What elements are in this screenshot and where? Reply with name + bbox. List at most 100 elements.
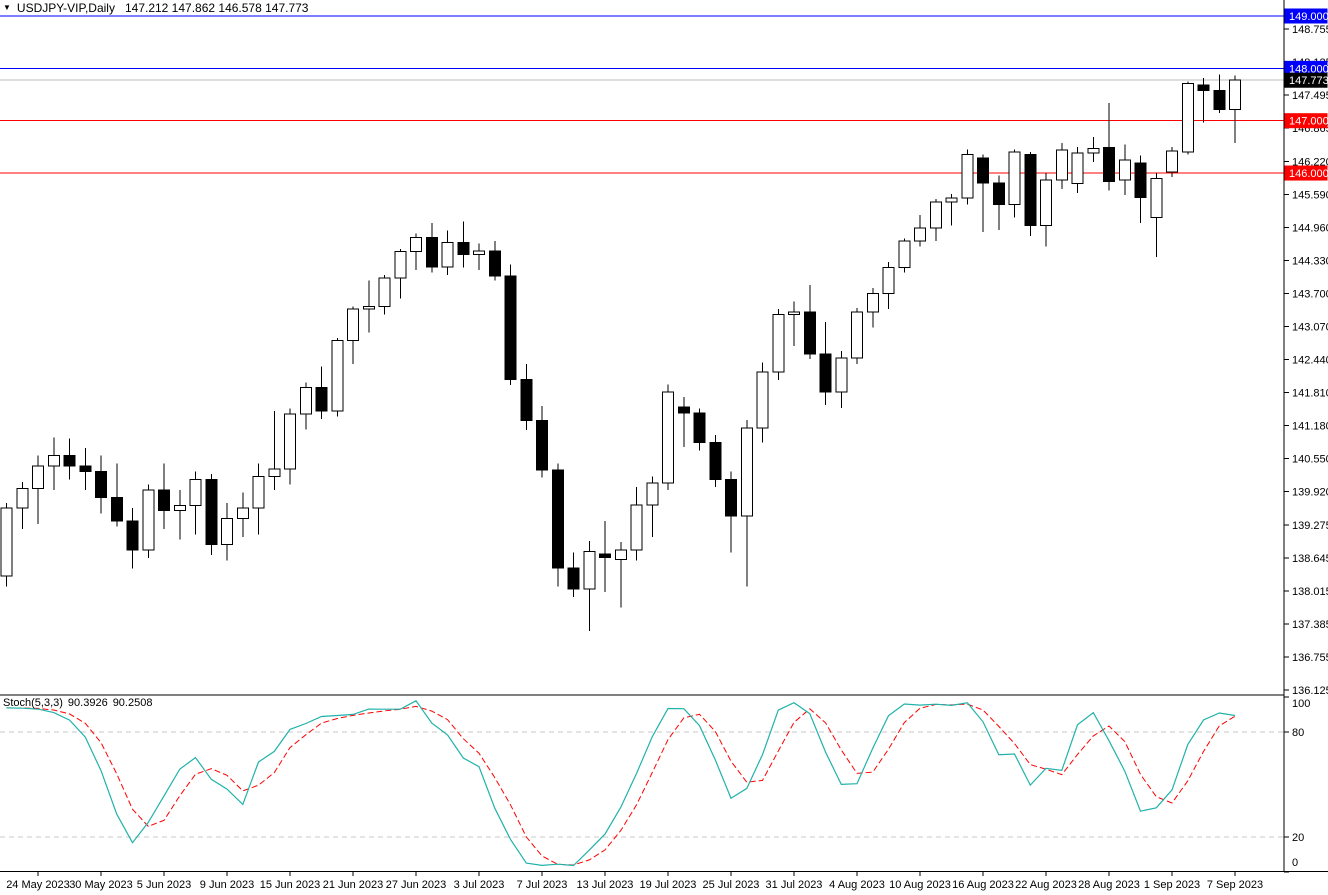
candle-body — [551, 469, 564, 569]
price-badge-149.000 — [1284, 8, 1328, 24]
candle-body — [1103, 146, 1115, 182]
date-label: 1 Sep 2023 — [1144, 879, 1200, 891]
candle-body — [189, 478, 202, 506]
candle-body — [992, 182, 1005, 205]
stoch-k-line — [6, 700, 1236, 867]
candle-body — [1071, 152, 1084, 185]
candle-body — [126, 520, 139, 551]
candle-body — [1040, 179, 1052, 226]
date-label: 5 Jun 2023 — [137, 879, 191, 891]
candle-body — [1197, 84, 1210, 91]
candle-body — [299, 387, 312, 415]
title-bar: ▼ USDJPY-VIP,Daily 147.212 147.862 146.5… — [3, 1, 308, 15]
candle-body — [441, 242, 454, 268]
candle-body — [488, 250, 501, 277]
stoch-axis-label: 100 — [1292, 698, 1310, 710]
candle-body — [473, 250, 485, 256]
price-badge-148.000 — [1284, 60, 1328, 76]
candle-body — [315, 387, 328, 412]
candle-body — [425, 236, 438, 268]
date-label: 10 Aug 2023 — [889, 879, 951, 891]
candle-body — [662, 391, 674, 484]
stoch-panel[interactable]: 100 80 20 0 — [0, 696, 1310, 873]
candle-body — [961, 154, 974, 199]
price-hlines — [0, 15, 1284, 174]
date-label: 25 Jul 2023 — [703, 879, 760, 891]
candle-body — [236, 507, 249, 520]
candle-body — [583, 551, 596, 590]
date-label: 7 Jul 2023 — [517, 879, 568, 891]
candle-body — [882, 266, 895, 294]
symbol-timeframe-label: USDJPY-VIP,Daily — [16, 1, 115, 15]
price-axis-label: 146.220 — [1292, 157, 1328, 169]
candle-body — [1055, 149, 1068, 181]
candle-body — [866, 292, 879, 313]
date-label: 31 Jul 2023 — [766, 879, 823, 891]
candle-body — [646, 482, 659, 506]
price-axis-label: 143.700 — [1292, 288, 1328, 300]
candle-body — [63, 455, 76, 467]
candle-body — [347, 308, 359, 342]
date-label: 21 Jun 2023 — [323, 879, 384, 891]
candle-body — [536, 420, 548, 471]
candle-body — [630, 504, 643, 551]
price-axis-label: 140.550 — [1292, 453, 1328, 465]
stoch-axis-label: 20 — [1292, 832, 1304, 844]
price-badge-146.000 — [1284, 165, 1328, 181]
date-label: 28 Aug 2023 — [1078, 879, 1140, 891]
candle-body — [0, 507, 13, 577]
candle-body — [929, 201, 942, 229]
date-label: 19 Jul 2023 — [640, 879, 697, 891]
candle-body — [1166, 150, 1178, 173]
date-label: 24 May 2023 — [6, 879, 70, 891]
candle-body — [79, 465, 92, 472]
price-badge-text: 147.000 — [1289, 116, 1328, 128]
panel-borders — [0, 0, 1328, 872]
candles-layer — [0, 74, 1241, 632]
candle-body — [788, 311, 800, 315]
candle-body — [725, 478, 737, 517]
candle-body — [504, 275, 517, 380]
date-label: 30 May 2023 — [69, 879, 133, 891]
candle-body — [410, 236, 422, 253]
price-badge-text: 149.000 — [1289, 11, 1328, 23]
candle-body — [47, 455, 60, 467]
date-label: 9 Jun 2023 — [200, 879, 254, 891]
symbol-dropdown-icon[interactable]: ▼ — [3, 3, 11, 12]
candle-body — [851, 311, 863, 359]
price-axis[interactable]: 148.755148.125147.495146.865146.220145.5… — [1284, 24, 1328, 697]
stoch-k-value: 90.3926 — [67, 697, 108, 709]
candle-body — [898, 240, 911, 268]
price-axis-label: 137.385 — [1292, 619, 1328, 631]
candle-body — [268, 468, 281, 478]
candle-body — [142, 489, 155, 551]
price-badge-text: 147.773 — [1289, 75, 1328, 87]
candle-body — [740, 427, 753, 517]
candle-body — [158, 489, 170, 512]
price-axis-label: 142.440 — [1292, 354, 1328, 366]
date-label: 27 Jun 2023 — [386, 879, 447, 891]
candle-body — [252, 476, 265, 509]
price-axis-label: 141.810 — [1292, 387, 1328, 399]
price-axis-label: 144.960 — [1292, 222, 1328, 234]
candle-body — [567, 567, 580, 590]
date-label: 3 Jul 2023 — [454, 879, 505, 891]
time-axis[interactable]: 24 May 2023 30 May 2023 5 Jun 2023 9 Jun 20… — [6, 872, 1263, 891]
candle-body — [520, 378, 533, 422]
price-axis-label: 148.755 — [1292, 24, 1328, 36]
date-label: 4 Aug 2023 — [829, 879, 885, 891]
price-axis-label: 138.015 — [1292, 586, 1328, 598]
candle-body — [914, 227, 926, 242]
candle-body — [1008, 151, 1021, 205]
candle-body — [1118, 159, 1131, 181]
price-axis-label: 145.590 — [1292, 190, 1328, 202]
candle-body — [677, 406, 690, 414]
price-axis-label: 136.125 — [1292, 685, 1328, 697]
candle-body — [95, 470, 107, 499]
date-label: 16 Aug 2023 — [952, 879, 1014, 891]
candle-body — [16, 488, 29, 509]
candle-body — [221, 518, 233, 546]
candle-body — [1229, 79, 1241, 111]
